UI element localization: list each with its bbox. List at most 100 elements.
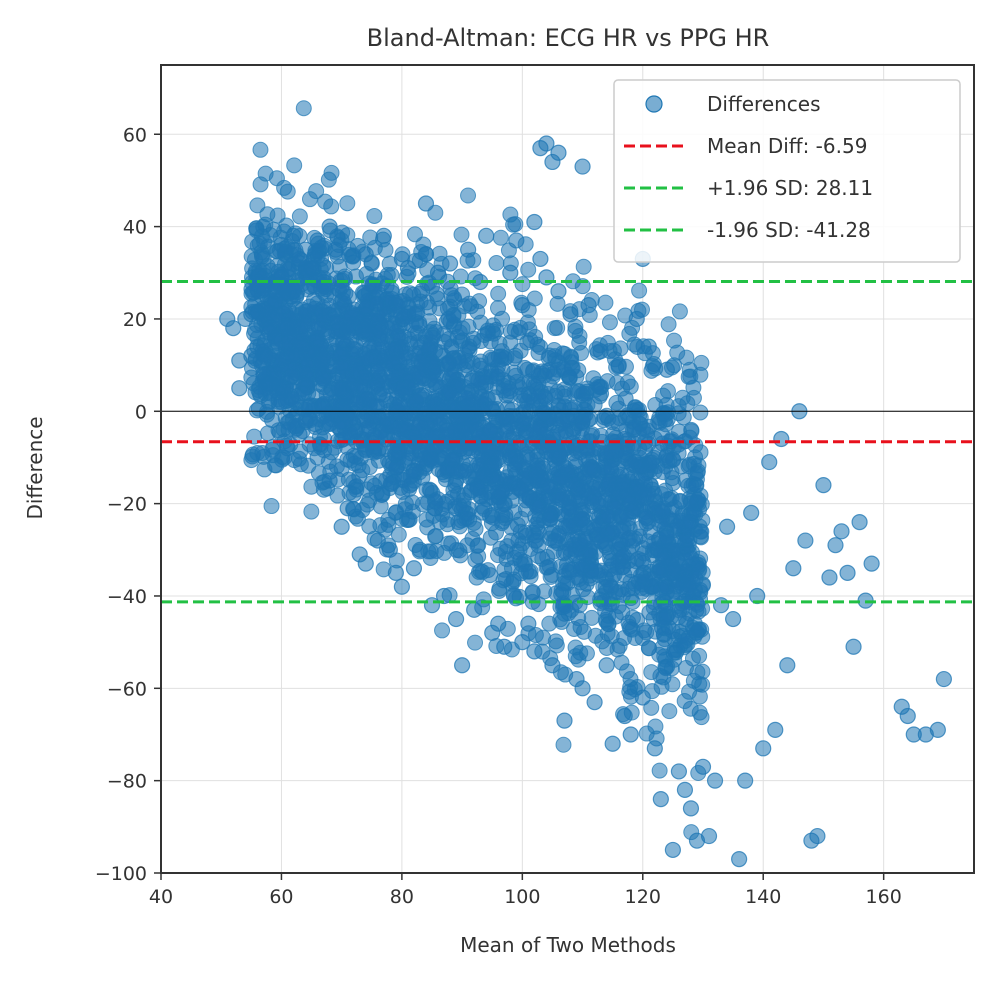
- scatter-point: [839, 564, 856, 581]
- scatter-point: [429, 491, 446, 508]
- scatter-point: [435, 587, 453, 605]
- scatter-point: [461, 342, 478, 359]
- scatter-point: [658, 361, 675, 378]
- scatter-point: [519, 314, 536, 331]
- scatter-point: [530, 375, 547, 392]
- scatter-point: [333, 518, 350, 535]
- scatter-point: [524, 583, 541, 600]
- scatter-point: [271, 242, 288, 259]
- scatter-point: [359, 390, 376, 407]
- scatter-point: [476, 327, 493, 344]
- scatter-point: [356, 369, 373, 386]
- legend-label: +1.96 SD: 28.11: [707, 176, 873, 200]
- scatter-point: [291, 426, 308, 443]
- scatter-point: [680, 514, 697, 531]
- scatter-point: [606, 566, 623, 583]
- scatter-point: [469, 303, 486, 320]
- scatter-point: [687, 465, 704, 482]
- scatter-point: [725, 610, 742, 628]
- scatter-point: [417, 195, 435, 212]
- scatter-point: [574, 510, 591, 527]
- scatter-point: [633, 583, 650, 600]
- legend-label: Mean Diff: -6.59: [707, 134, 867, 158]
- scatter-point: [291, 208, 308, 225]
- scatter-point: [414, 496, 431, 513]
- scatter-point: [556, 507, 573, 524]
- scatter-point: [659, 383, 676, 400]
- scatter-point: [450, 514, 467, 531]
- scatter-point: [538, 135, 555, 152]
- scatter-point: [279, 183, 296, 200]
- scatter-point: [427, 527, 444, 544]
- scatter-point: [731, 851, 748, 868]
- scatter-point: [443, 287, 460, 304]
- scatter-point: [279, 320, 296, 337]
- x-tick-label: 120: [625, 886, 661, 908]
- scatter-point: [477, 466, 494, 483]
- scatter-point: [527, 627, 544, 644]
- x-tick-label: 100: [504, 886, 540, 908]
- scatter-point: [555, 359, 572, 376]
- scatter-point: [375, 227, 392, 244]
- scatter-point: [441, 255, 459, 272]
- scatter-point: [261, 324, 278, 341]
- legend-label: -1.96 SD: -41.28: [707, 218, 871, 242]
- scatter-point: [655, 669, 672, 686]
- scatter-point: [546, 341, 563, 358]
- scatter-point: [249, 197, 266, 214]
- scatter-point: [252, 141, 269, 158]
- scatter-point: [737, 772, 754, 789]
- y-tick-label: −40: [107, 586, 147, 608]
- scatter-point: [659, 411, 676, 428]
- scatter-point: [619, 374, 636, 391]
- y-tick-label: 60: [123, 124, 147, 146]
- scatter-point: [547, 532, 564, 549]
- scatter-point: [520, 261, 537, 278]
- scatter-point: [899, 707, 916, 725]
- scatter-point: [285, 283, 302, 300]
- y-tick-label: 20: [123, 309, 147, 331]
- scatter-point: [592, 427, 609, 444]
- scatter-point: [427, 374, 444, 391]
- scatter-point: [417, 246, 435, 263]
- scatter-point: [675, 409, 692, 426]
- scatter-point: [550, 283, 567, 300]
- scatter-point: [553, 613, 570, 630]
- scatter-point: [503, 519, 520, 536]
- scatter-point: [767, 721, 784, 738]
- scatter-point: [292, 336, 309, 353]
- scatter-point: [601, 314, 618, 331]
- scatter-point: [492, 540, 509, 557]
- scatter-point: [375, 417, 392, 434]
- scatter-point: [600, 616, 617, 633]
- scatter-point: [269, 207, 286, 224]
- y-tick-label: −60: [107, 678, 147, 700]
- scatter-point: [356, 285, 373, 302]
- scatter-point: [369, 296, 386, 313]
- scatter-point: [680, 580, 697, 597]
- scatter-point: [358, 350, 375, 367]
- scatter-point: [334, 414, 351, 431]
- scatter-point: [357, 555, 374, 572]
- scatter-point: [815, 477, 832, 494]
- scatter-point: [493, 484, 510, 501]
- scatter-point: [317, 193, 334, 210]
- scatter-point: [809, 827, 826, 845]
- scatter-point: [572, 536, 589, 553]
- scatter-point: [279, 440, 296, 457]
- scatter-point: [375, 307, 392, 324]
- scatter-point: [821, 569, 838, 586]
- axes: 40 60 80 100 120 140 160 −100 −80 −60 −40 −20 0 20 40 6…: [95, 64, 975, 908]
- scatter-point: [329, 487, 346, 504]
- scatter-point: [617, 390, 634, 407]
- scatter-point: [548, 637, 565, 654]
- scatter-point: [682, 800, 700, 817]
- scatter-point: [656, 551, 673, 568]
- scatter-point: [443, 338, 460, 355]
- scatter-point: [466, 601, 483, 618]
- scatter-point: [599, 507, 616, 524]
- scatter-point: [406, 226, 423, 243]
- scatter-point: [929, 721, 946, 738]
- scatter-point: [514, 296, 531, 314]
- scatter-point: [712, 597, 730, 614]
